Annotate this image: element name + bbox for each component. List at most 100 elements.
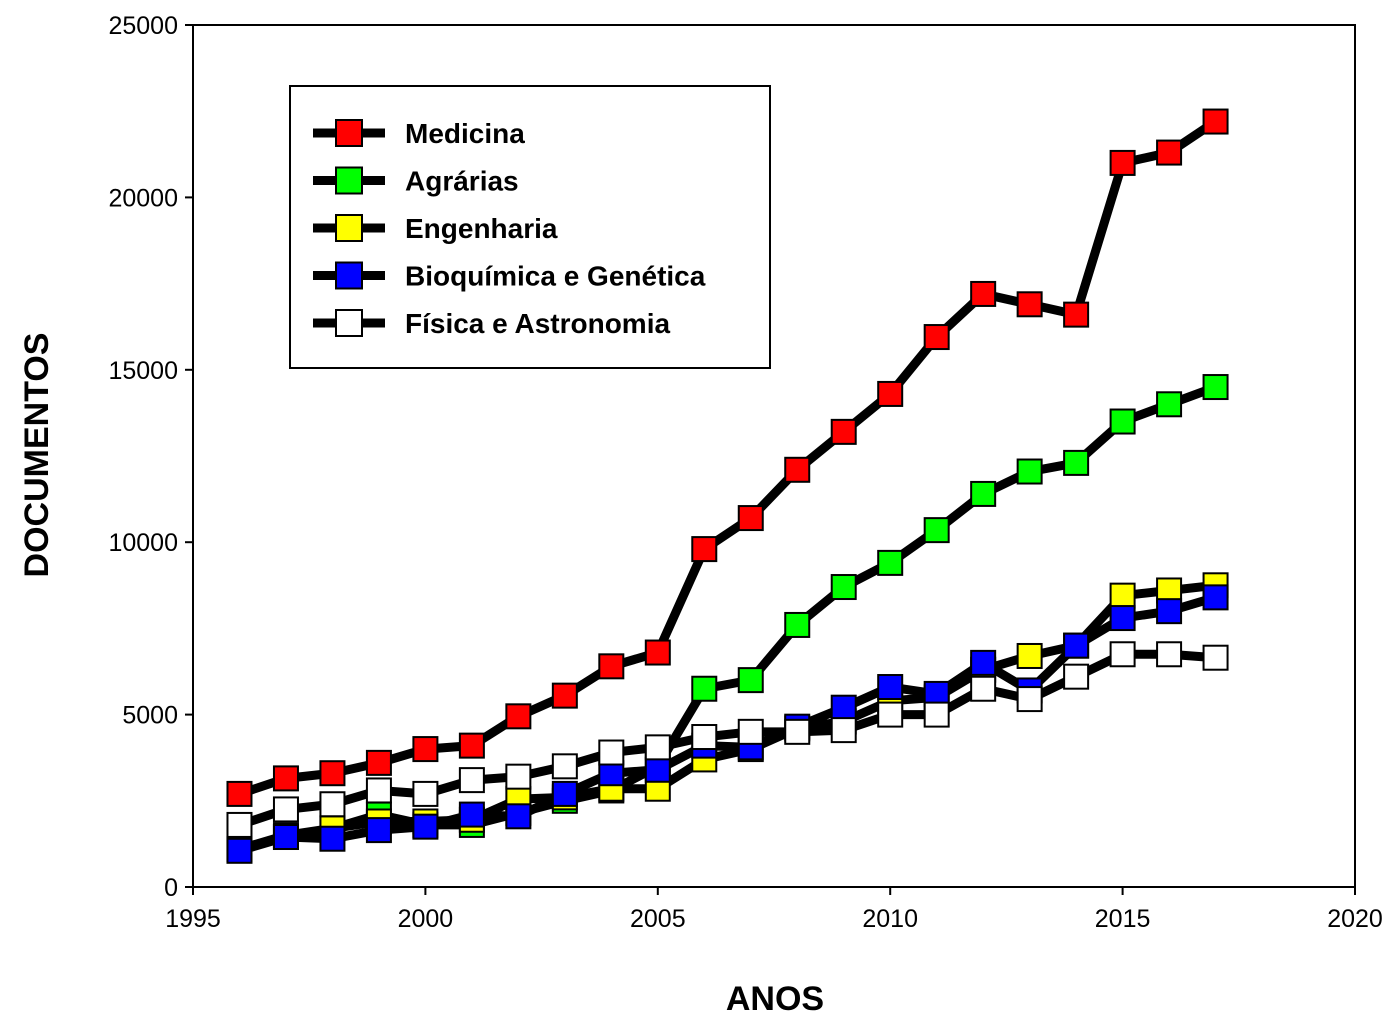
data-point	[1111, 606, 1135, 630]
legend-marker	[336, 120, 362, 146]
data-point	[367, 778, 391, 802]
data-point	[971, 482, 995, 506]
data-point	[1111, 410, 1135, 434]
data-point	[1018, 460, 1042, 484]
x-tick-label: 2015	[1095, 905, 1151, 933]
data-point	[553, 684, 577, 708]
data-point	[227, 839, 251, 863]
data-point	[1064, 451, 1088, 475]
data-point	[1018, 644, 1042, 668]
data-point	[878, 551, 902, 575]
data-point	[878, 703, 902, 727]
data-point	[832, 718, 856, 742]
data-point	[1204, 585, 1228, 609]
x-tick-label: 2000	[398, 905, 454, 933]
y-tick-label: 5000	[122, 702, 178, 730]
data-point	[1157, 392, 1181, 416]
data-point	[1111, 584, 1135, 608]
data-point	[1064, 303, 1088, 327]
data-point	[274, 797, 298, 821]
data-point	[739, 506, 763, 530]
y-tick-label: 25000	[108, 12, 178, 40]
data-point	[227, 813, 251, 837]
data-point	[785, 458, 809, 482]
x-tick-label: 2010	[862, 905, 918, 933]
data-point	[274, 825, 298, 849]
data-point	[506, 804, 530, 828]
data-point	[460, 803, 484, 827]
legend-marker	[336, 263, 362, 289]
data-point	[599, 654, 623, 678]
x-tick-label: 2020	[1327, 905, 1383, 933]
data-point	[460, 734, 484, 758]
x-axis-title: ANOS	[726, 980, 824, 1015]
data-point	[646, 735, 670, 759]
data-point	[1064, 665, 1088, 689]
legend-item: Agrárias	[313, 166, 519, 197]
x-tick-label: 2005	[630, 905, 686, 933]
data-point	[739, 668, 763, 692]
legend-marker	[336, 215, 362, 241]
data-point	[1111, 151, 1135, 175]
data-point	[785, 613, 809, 637]
data-point	[367, 818, 391, 842]
data-point	[367, 751, 391, 775]
data-point	[1111, 642, 1135, 666]
legend-label: Engenharia	[405, 213, 558, 244]
data-point	[553, 754, 577, 778]
data-point	[832, 420, 856, 444]
y-tick-label: 20000	[108, 184, 178, 212]
data-point	[274, 766, 298, 790]
y-tick-label: 15000	[108, 357, 178, 385]
legend-marker	[336, 168, 362, 194]
series-3	[227, 585, 1227, 862]
data-point	[227, 782, 251, 806]
data-point	[925, 518, 949, 542]
data-point	[692, 537, 716, 561]
data-point	[832, 696, 856, 720]
data-point	[1157, 599, 1181, 623]
data-point	[646, 641, 670, 665]
data-point	[599, 741, 623, 765]
y-axis-title: DOCUMENTOS	[18, 333, 56, 578]
data-point	[413, 782, 437, 806]
data-point	[1157, 642, 1181, 666]
data-point	[320, 827, 344, 851]
data-point	[413, 737, 437, 761]
data-point	[506, 765, 530, 789]
data-point	[1157, 141, 1181, 165]
data-point	[692, 725, 716, 749]
data-point	[646, 758, 670, 782]
data-point	[692, 677, 716, 701]
data-point	[1018, 292, 1042, 316]
legend-label: Física e Astronomia	[405, 308, 670, 339]
data-point	[320, 761, 344, 785]
data-point	[553, 782, 577, 806]
legend-marker	[336, 310, 362, 336]
data-point	[413, 815, 437, 839]
legend-label: Medicina	[405, 118, 525, 149]
data-point	[1204, 375, 1228, 399]
data-point	[1204, 110, 1228, 134]
data-point	[971, 282, 995, 306]
data-point	[832, 575, 856, 599]
data-point	[971, 677, 995, 701]
legend-item: Engenharia	[313, 213, 558, 244]
legend-label: Bioquímica e Genética	[405, 261, 706, 292]
data-point	[1064, 634, 1088, 658]
data-point	[925, 325, 949, 349]
data-point	[460, 768, 484, 792]
legend-item: Medicina	[313, 118, 525, 149]
data-point	[506, 704, 530, 728]
data-point	[739, 720, 763, 744]
y-tick-label: 0	[164, 874, 178, 902]
data-point	[785, 720, 809, 744]
legend-label: Agrárias	[405, 166, 519, 197]
data-point	[1018, 687, 1042, 711]
legend: Medicina Agrárias Engenharia Bioquímica e G…	[290, 86, 770, 368]
data-point	[1204, 646, 1228, 670]
data-point	[878, 675, 902, 699]
data-point	[925, 703, 949, 727]
